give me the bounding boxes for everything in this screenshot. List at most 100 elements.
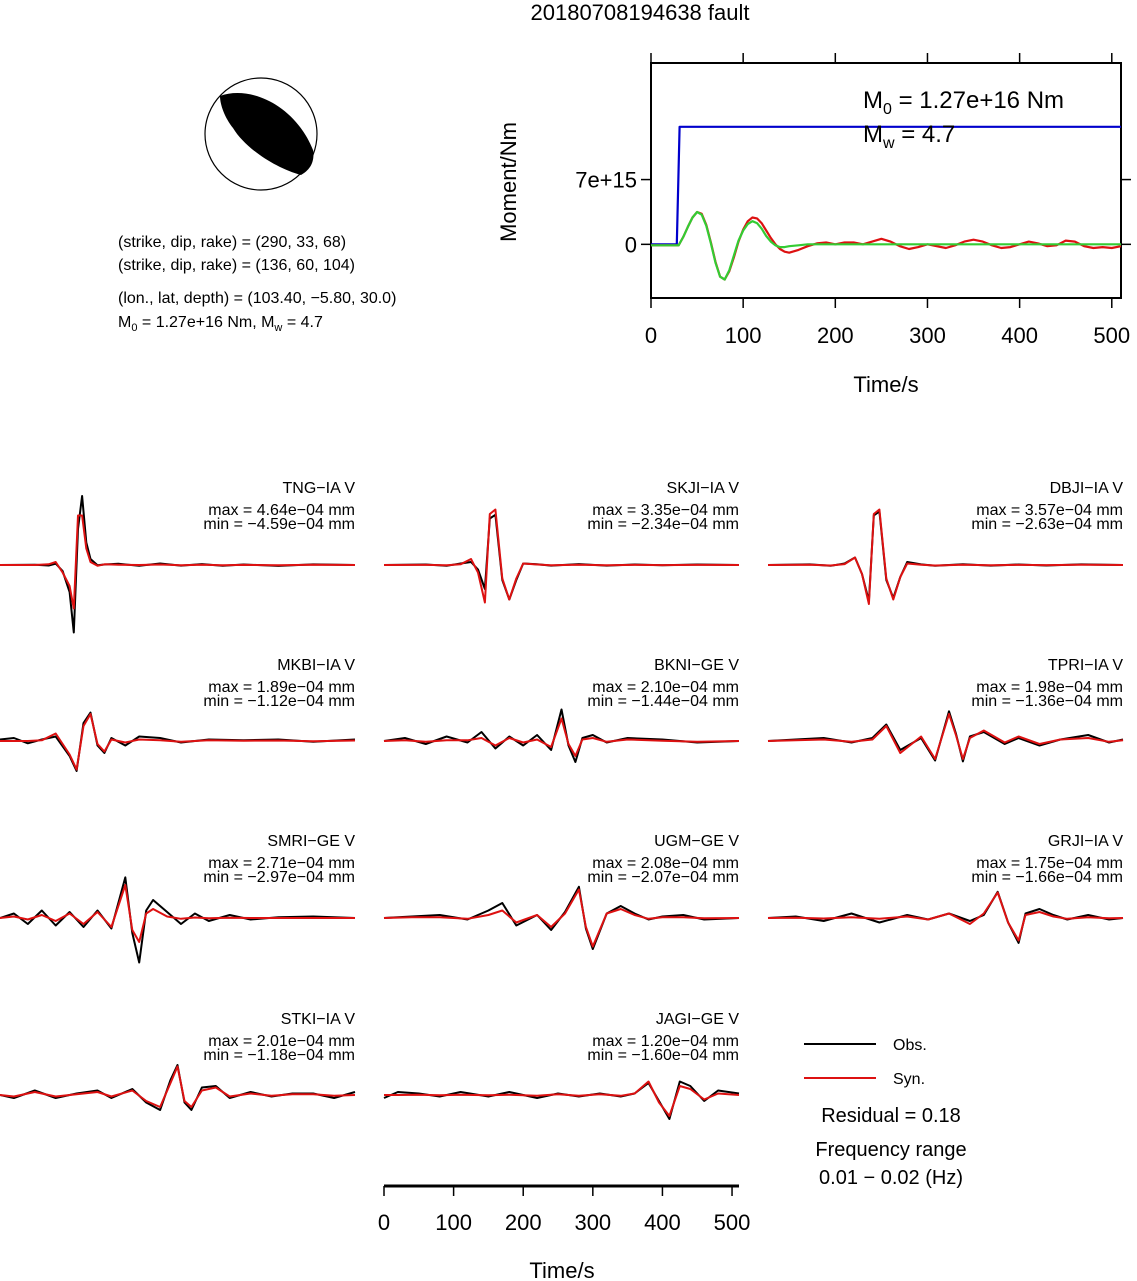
waveform-xtick-label: 500 [714,1210,751,1235]
syn-trace [0,1065,356,1108]
obs-trace [0,876,356,964]
station-name: MKBI−IA V [277,657,355,674]
station-name: TNG−IA V [283,480,356,497]
station-name: SKJI−IA V [667,480,740,497]
legend-syn-label: Syn. [893,1071,925,1088]
stf-xtick-label: 500 [1093,323,1130,348]
station-name: STKI−IA V [281,1011,356,1028]
station-min: min = −1.12e−04 mm [203,693,355,710]
station-min: min = −1.66e−04 mm [971,869,1123,886]
station-max: max = 1.20e−04 mm [592,1033,739,1050]
stf-xtick-label: 0 [645,323,657,348]
station-min: min = −1.60e−04 mm [587,1047,739,1064]
station-min: min = −2.97e−04 mm [203,869,355,886]
syn-trace [0,884,355,943]
stf-xtick-label: 200 [817,323,854,348]
stf-m0-annotation: M0 = 1.27e+16 Nm [863,87,1064,118]
station-name: GRJI−IA V [1048,833,1123,850]
station-max: max = 2.08e−04 mm [592,855,739,872]
obs-trace [767,710,1124,763]
station-max: max = 1.98e−04 mm [976,679,1123,696]
station-min: min = −1.36e−04 mm [971,693,1123,710]
station-name: TPRI−IA V [1048,657,1123,674]
syn-trace [383,888,740,948]
focal-info: (strike, dip, rake) = (290, 33, 68) (str… [118,234,396,334]
station-max: max = 4.64e−04 mm [208,502,355,519]
station-name: UGM−GE V [654,833,739,850]
location-depth: (lon., lat, depth) = (103.40, −5.80, 30.… [118,290,396,307]
station-max: max = 2.10e−04 mm [592,679,739,696]
syn-trace [767,891,1124,942]
syn-trace [767,508,1124,605]
station-min: min = −1.44e−04 mm [587,693,739,710]
legend: Obs. Syn. [804,1037,927,1088]
station-min: min = −2.63e−04 mm [971,516,1123,533]
legend-obs-label: Obs. [893,1037,927,1054]
stf-ytick-label: 7e+15 [575,168,637,193]
focal-plane-1: (strike, dip, rake) = (290, 33, 68) [118,234,346,251]
station-max: max = 3.57e−04 mm [976,502,1123,519]
syn-trace [383,717,740,757]
stf-xlabel: Time/s [853,372,918,397]
stf-line-red [651,210,1122,281]
station-name: JAGI−GE V [656,1011,739,1028]
moment-summary: M0 = 1.27e+16 Nm, Mw = 4.7 [118,314,323,334]
focal-plane-2: (strike, dip, rake) = (136, 60, 104) [118,257,355,274]
stf-axes: 0 100 200 300 400 500 0 7e+15 [575,53,1131,348]
station-max: max = 1.75e−04 mm [976,855,1123,872]
waveform-xtick-label: 100 [435,1210,472,1235]
obs-trace [0,1064,356,1111]
syn-trace [767,713,1124,760]
stf-mw-annotation: Mw = 4.7 [863,121,955,152]
station-max: max = 3.35e−04 mm [592,502,739,519]
stf-series [651,125,1122,281]
station-max: max = 2.71e−04 mm [208,855,355,872]
obs-trace [383,708,740,763]
frequency-range-value: 0.01 − 0.02 (Hz) [819,1167,963,1189]
syn-trace [0,514,356,610]
frequency-range-label: Frequency range [815,1139,966,1161]
waveform-xtick-label: 400 [644,1210,681,1235]
stf-xtick-label: 400 [1001,323,1038,348]
stf-xtick-label: 300 [909,323,946,348]
syn-trace [384,1080,740,1117]
station-min: min = −4.59e−04 mm [203,516,355,533]
obs-trace [767,890,1124,944]
station-max: max = 2.01e−04 mm [208,1033,355,1050]
station-name: SMRI−GE V [267,833,355,850]
station-min: min = −2.07e−04 mm [587,869,739,886]
waveform-x-axis: 0 100 200 300 400 500 [378,1184,751,1235]
focal-mechanism-beachball [204,77,318,191]
station-min: min = −1.18e−04 mm [203,1047,355,1064]
beachball-compressional-quadrant [220,93,314,175]
residual-label: Residual = 0.18 [821,1105,961,1127]
station-name: DBJI−IA V [1050,480,1124,497]
stf-xtick-label: 100 [725,323,762,348]
waveform-xtick-label: 300 [574,1210,611,1235]
syn-trace [0,713,356,771]
figure-title: 20180708194638 fault [531,0,750,25]
station-name: BKNI−GE V [654,657,739,674]
stf-line-green [651,210,1121,281]
station-max: max = 1.89e−04 mm [208,679,355,696]
stf-ylabel: Moment/Nm [496,122,521,242]
waveform-xtick-label: 200 [505,1210,542,1235]
waveform-xtick-label: 0 [378,1210,390,1235]
stf-frame [650,62,1122,299]
waveform-xlabel: Time/s [529,1258,594,1281]
syn-trace [383,508,740,604]
